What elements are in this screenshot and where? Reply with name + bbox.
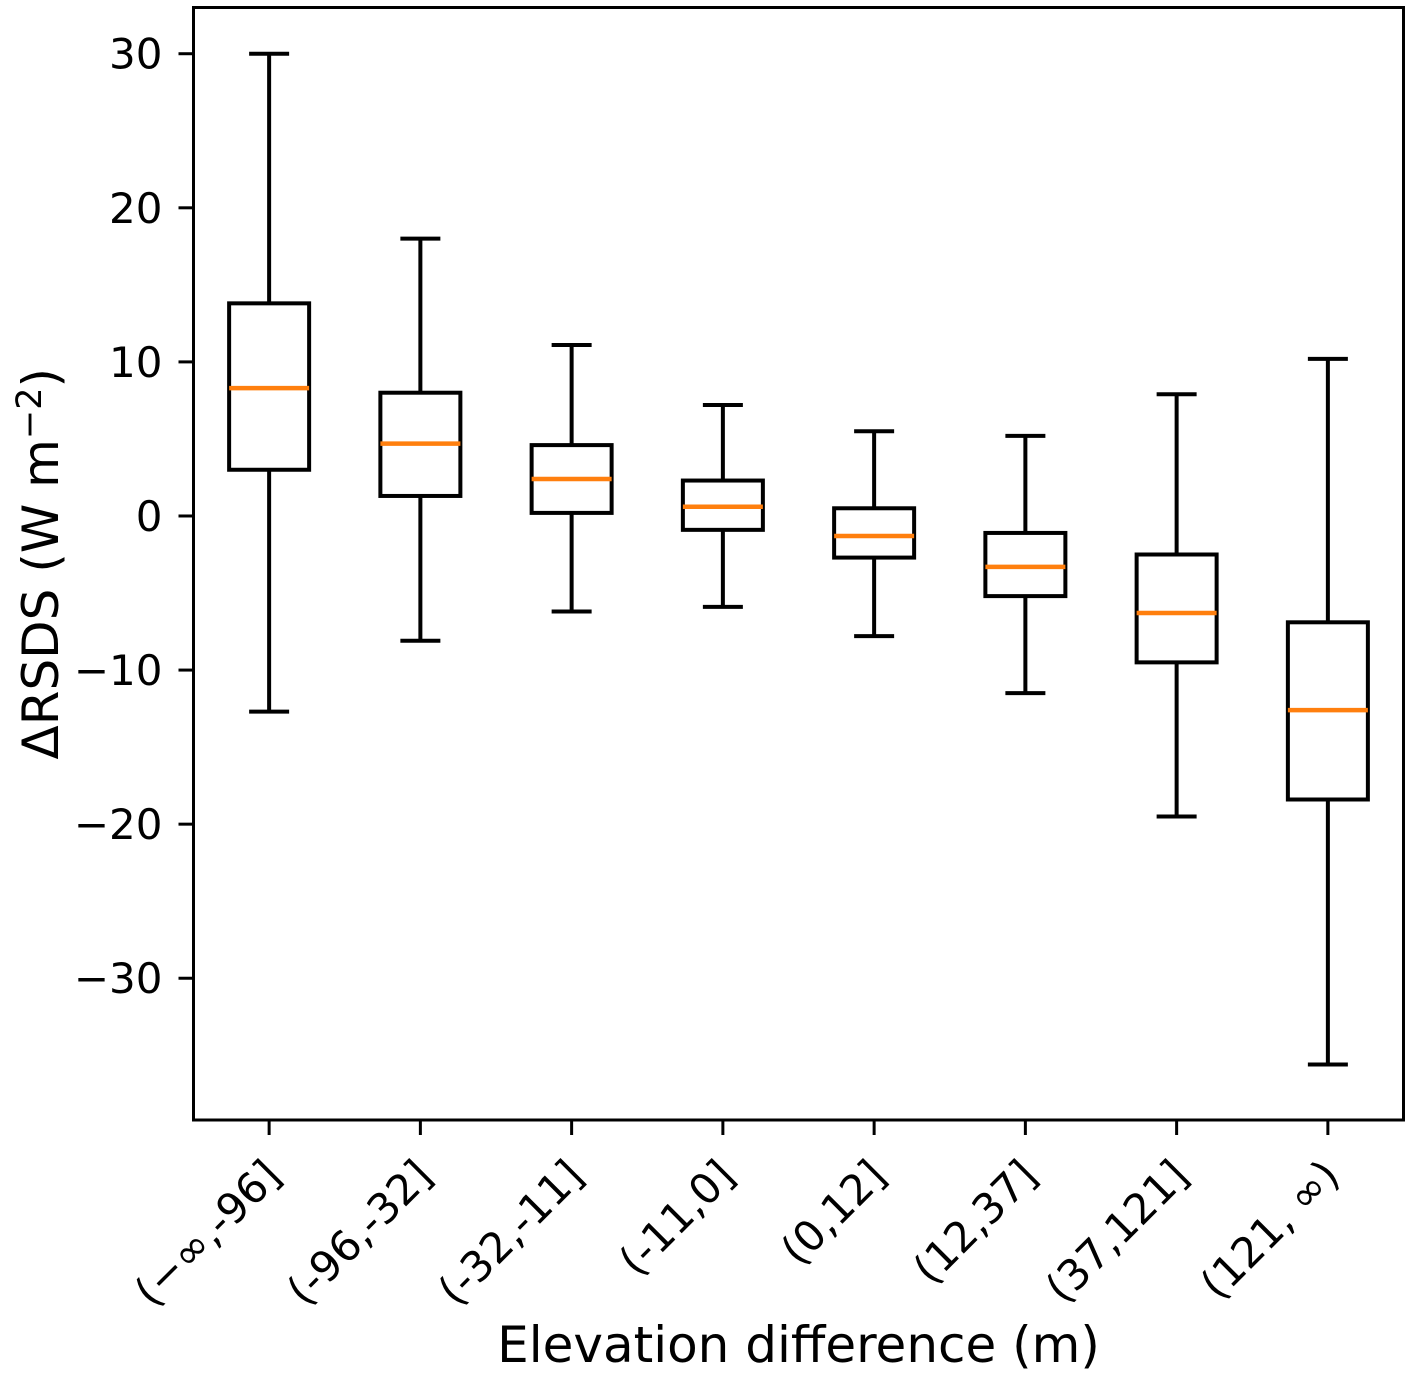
box-group [832, 429, 917, 639]
x-tick-label: (-11,0] [609, 1150, 744, 1285]
iqr-box [1134, 552, 1219, 665]
x-tick-label: (−∞,-96] [125, 1150, 290, 1315]
x-tick-label: (37,121] [1036, 1150, 1198, 1312]
x-tick-label: (12,37] [904, 1150, 1047, 1293]
x-tick-label: (-96,-32] [277, 1150, 441, 1314]
x-axis-title: Elevation difference (m) [497, 1316, 1100, 1374]
box-group [529, 342, 614, 614]
plot-border [192, 6, 1405, 1122]
y-tick-label: 30 [109, 30, 162, 79]
x-tick-label: (-32,-11] [428, 1150, 592, 1314]
iqr-box [983, 530, 1068, 599]
y-tick-label: 20 [109, 184, 162, 233]
box-group [227, 51, 312, 714]
x-tick-label: (121, ∞) [1191, 1150, 1349, 1308]
y-tick-label: 0 [136, 492, 163, 541]
box-group [983, 433, 1068, 696]
box-group [1285, 356, 1370, 1067]
y-tick-label: −30 [74, 954, 163, 1003]
y-tick-label: 10 [109, 338, 162, 387]
y-tick-label: −10 [74, 646, 163, 695]
box-group [1134, 392, 1219, 819]
y-axis-title: ΔRSDS (W m−2) [10, 368, 70, 760]
y-axis: 30 20 10 0 −10 −20 −30 [74, 30, 194, 1003]
iqr-box [832, 506, 917, 560]
box-group [378, 236, 463, 643]
y-tick-label: −20 [74, 800, 163, 849]
x-axis: (−∞,-96](-96,-32](-32,-11] (-11,0] (0,12](… [125, 1120, 1349, 1316]
x-tick-label: (0,12] [771, 1150, 895, 1274]
box-group [680, 403, 765, 609]
